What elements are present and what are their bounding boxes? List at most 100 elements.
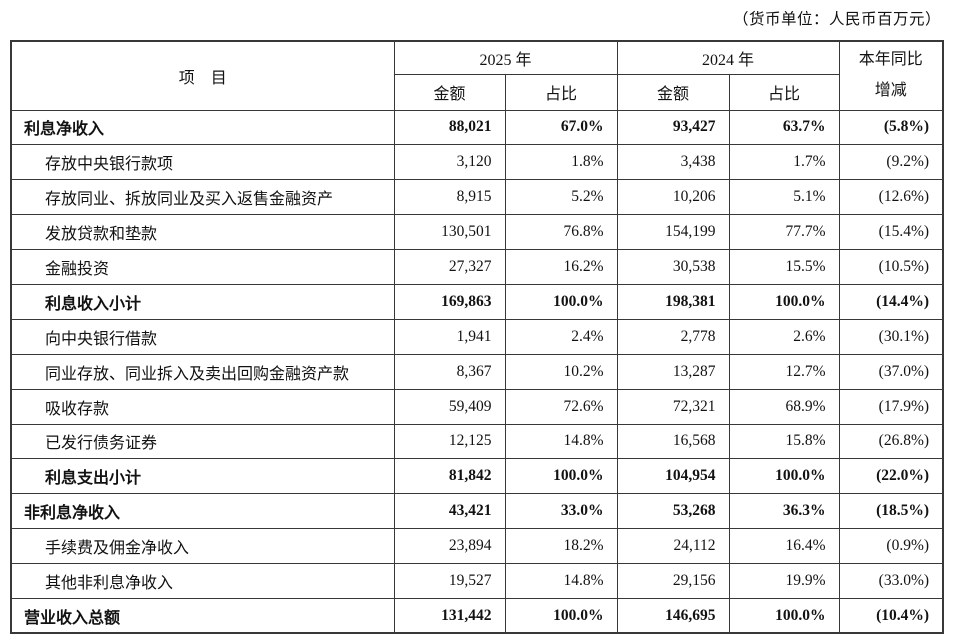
amount-2025-cell: 3,120: [393, 144, 506, 181]
amount-2024-cell: 154,199: [616, 214, 730, 251]
item-cell: 利息净收入: [10, 109, 395, 146]
yoy-cell: (10.5%): [838, 249, 944, 285]
item-cell: 营业收入总额: [10, 597, 395, 634]
ratio-2024-cell: 63.7%: [728, 109, 840, 146]
yoy-cell: (30.1%): [838, 318, 944, 355]
item-cell: 存放中央银行款项: [10, 144, 395, 181]
yoy-cell: (9.2%): [838, 144, 944, 181]
yoy-cell: (26.8%): [838, 423, 944, 460]
ratio-2025-cell: 2.4%: [504, 318, 618, 355]
amount-2024-cell: 53,268: [616, 493, 730, 530]
yoy-cell: (17.9%): [838, 388, 944, 425]
ratio-2025-cell: 14.8%: [504, 563, 618, 599]
amount-2024-cell: 16,568: [616, 423, 730, 460]
amount-2025-cell: 1,941: [393, 318, 506, 355]
yoy-cell: (18.5%): [838, 493, 944, 530]
amount-2025-cell: 130,501: [393, 214, 506, 251]
table-row: 手续费及佣金净收入 23,894 18.2% 24,112 16.4% (0.9%): [10, 528, 944, 565]
item-cell: 手续费及佣金净收入: [10, 528, 395, 565]
amount-2025-cell: 131,442: [393, 597, 506, 634]
item-cell: 非利息净收入: [10, 493, 395, 530]
table-row: 吸收存款 59,409 72.6% 72,321 68.9% (17.9%): [10, 388, 944, 425]
item-cell: 存放同业、拆放同业及买入返售金融资产: [10, 179, 395, 216]
header-row-measures: 金额 占比 金额 占比: [11, 73, 943, 111]
ratio-2025-cell: 67.0%: [504, 109, 618, 146]
item-cell: 同业存放、同业拆入及卖出回购金融资产款: [10, 353, 395, 390]
ratio-2024-cell: 15.8%: [728, 423, 840, 460]
table-row: 非利息净收入 43,421 33.0% 53,268 36.3% (18.5%): [10, 493, 944, 530]
ratio-2025-cell: 72.6%: [504, 388, 618, 425]
yoy-cell: (33.0%): [838, 563, 944, 599]
currency-unit-note: （货币单位：人民币百万元）: [732, 11, 941, 28]
amount-2024-cell: 13,287: [616, 353, 730, 390]
ratio-2025-cell: 18.2%: [504, 528, 618, 565]
amount-2024-cell: 72,321: [616, 388, 730, 425]
ratio-2024-cell: 68.9%: [728, 388, 840, 425]
ratio-2024-cell: 12.7%: [728, 353, 840, 390]
table-row: 发放贷款和垫款 130,501 76.8% 154,199 77.7% (15.4%): [10, 214, 944, 251]
ratio-2024-cell: 100.0%: [728, 458, 840, 495]
column-header-2024: 2024 年: [616, 40, 840, 75]
column-header-yoy-line1: 本年同比: [858, 51, 923, 69]
ratio-2024-cell: 100.0%: [728, 597, 840, 634]
amount-2024-cell: 104,954: [616, 458, 730, 495]
table-row: 已发行债务证券 12,125 14.8% 16,568 15.8% (26.8%): [10, 423, 944, 460]
ratio-2025-cell: 10.2%: [504, 353, 618, 390]
table-row: 金融投资 27,327 16.2% 30,538 15.5% (10.5%): [10, 249, 944, 285]
yoy-cell: (15.4%): [838, 214, 944, 251]
amount-2025-cell: 88,021: [393, 109, 506, 146]
table-row: 存放中央银行款项 3,120 1.8% 3,438 1.7% (9.2%): [10, 144, 944, 181]
ratio-2025-cell: 5.2%: [504, 179, 618, 216]
yoy-cell: (14.4%): [838, 283, 944, 320]
column-header-ratio-2024: 占比: [728, 73, 840, 111]
yoy-cell: (0.9%): [838, 528, 944, 565]
column-header-2025: 2025 年: [393, 40, 618, 75]
yoy-cell: (5.8%): [838, 109, 944, 146]
item-cell: 向中央银行借款: [10, 318, 395, 355]
column-header-amount-2025: 金额: [393, 73, 506, 111]
ratio-2024-cell: 1.7%: [728, 144, 840, 181]
table-row: 其他非利息净收入 19,527 14.8% 29,156 19.9% (33.0%): [10, 563, 944, 599]
amount-2024-cell: 30,538: [616, 249, 730, 285]
yoy-cell: (10.4%): [838, 597, 944, 634]
table-row: 利息净收入 88,021 67.0% 93,427 63.7% (5.8%): [10, 109, 944, 146]
ratio-2025-cell: 100.0%: [504, 283, 618, 320]
amount-2024-cell: 198,381: [616, 283, 730, 320]
ratio-2024-cell: 36.3%: [728, 493, 840, 530]
ratio-2025-cell: 1.8%: [504, 144, 618, 181]
ratio-2024-cell: 2.6%: [728, 318, 840, 355]
amount-2024-cell: 10,206: [616, 179, 730, 216]
amount-2025-cell: 8,367: [393, 353, 506, 390]
ratio-2024-cell: 15.5%: [728, 249, 840, 285]
amount-2025-cell: 23,894: [393, 528, 506, 565]
amount-2024-cell: 2,778: [616, 318, 730, 355]
amount-2025-cell: 43,421: [393, 493, 506, 530]
amount-2024-cell: 93,427: [616, 109, 730, 146]
yoy-cell: (37.0%): [838, 353, 944, 390]
ratio-2024-cell: 100.0%: [728, 283, 840, 320]
ratio-2025-cell: 76.8%: [504, 214, 618, 251]
table-row: 同业存放、同业拆入及卖出回购金融资产款 8,367 10.2% 13,287 12.7%…: [10, 353, 944, 390]
table-body: 利息净收入 88,021 67.0% 93,427 63.7% (5.8%) 存放中央银行款…: [10, 109, 944, 634]
column-header-yoy: 本年同比 增减: [838, 40, 944, 111]
ratio-2025-cell: 100.0%: [504, 458, 618, 495]
item-cell: 利息支出小计: [10, 458, 395, 495]
amount-2025-cell: 59,409: [393, 388, 506, 425]
amount-2025-cell: 12,125: [393, 423, 506, 460]
ratio-2025-cell: 16.2%: [504, 249, 618, 285]
amount-2025-cell: 81,842: [393, 458, 506, 495]
item-cell: 已发行债务证券: [10, 423, 395, 460]
item-cell: 其他非利息净收入: [10, 563, 395, 599]
amount-2024-cell: 24,112: [616, 528, 730, 565]
table-row: 向中央银行借款 1,941 2.4% 2,778 2.6% (30.1%): [10, 318, 944, 355]
income-statement-table: 项 目 2025 年 2024 年 本年同比 增减 金额 占比 金额 占比 利息…: [10, 40, 945, 635]
amount-2025-cell: 19,527: [393, 563, 506, 599]
yoy-cell: (12.6%): [838, 179, 944, 216]
column-header-item: 项 目: [10, 40, 395, 111]
item-cell: 金融投资: [10, 249, 395, 285]
table-row: 营业收入总额 131,442 100.0% 146,695 100.0% (10.4%): [10, 597, 944, 634]
amount-2024-cell: 146,695: [616, 597, 730, 634]
table-row: 利息支出小计 81,842 100.0% 104,954 100.0% (22.0%): [10, 458, 944, 495]
column-header-ratio-2025: 占比: [504, 73, 618, 111]
amount-2025-cell: 169,863: [393, 283, 506, 320]
